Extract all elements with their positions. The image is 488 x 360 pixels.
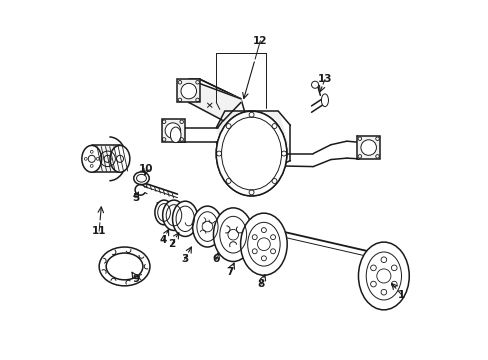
Text: 9: 9 [132,274,140,284]
Text: 3: 3 [181,255,188,264]
Ellipse shape [110,145,130,172]
Ellipse shape [216,111,286,196]
Ellipse shape [213,208,252,261]
Ellipse shape [133,172,149,185]
Bar [161,119,184,142]
Ellipse shape [321,94,328,107]
Ellipse shape [165,123,180,138]
Bar [357,136,380,159]
Circle shape [311,81,318,88]
Ellipse shape [240,213,286,275]
Text: 12: 12 [253,36,267,46]
Ellipse shape [358,242,408,310]
Text: 10: 10 [139,165,153,174]
Text: 11: 11 [92,226,106,236]
Text: 1: 1 [397,290,404,300]
Ellipse shape [81,145,102,172]
Ellipse shape [360,140,376,155]
Text: 4: 4 [160,235,167,245]
Bar [177,80,200,102]
Polygon shape [188,80,241,121]
Ellipse shape [181,83,196,99]
Text: 8: 8 [257,279,264,289]
Text: 7: 7 [226,267,234,277]
Ellipse shape [163,200,185,230]
Polygon shape [92,145,120,172]
Text: 2: 2 [168,239,176,248]
Polygon shape [216,111,290,164]
Ellipse shape [170,127,181,143]
Ellipse shape [172,201,198,237]
Text: 6: 6 [212,255,220,264]
Ellipse shape [192,206,222,247]
Text: 5: 5 [132,193,139,203]
Ellipse shape [155,200,173,225]
Text: 13: 13 [317,75,331,85]
Ellipse shape [216,111,286,196]
Ellipse shape [99,247,150,286]
